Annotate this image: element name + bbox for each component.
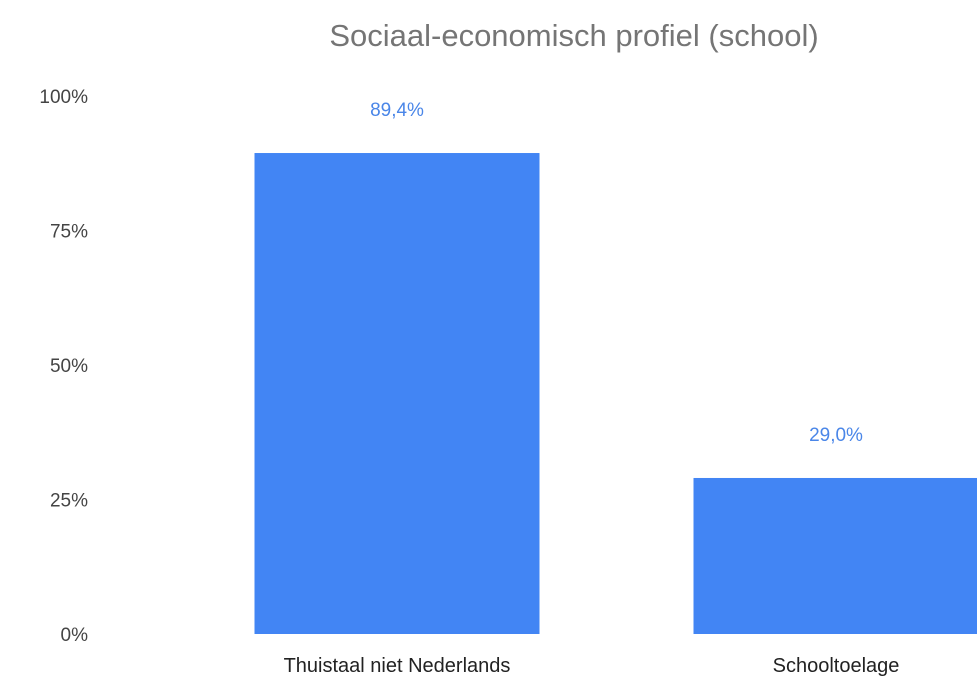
y-tick-label: 100% [39,87,88,108]
x-axis: Thuistaal niet Nederlands Schooltoelage [284,655,900,677]
data-label: 29,0% [809,425,863,446]
bar [693,477,977,634]
chart-title: Sociaal-economisch profiel (school) [329,18,818,53]
y-tick-label: 50% [50,356,88,377]
x-tick-label: Schooltoelage [773,655,900,677]
y-axis: 0% 25% 50% 75% 100% [39,87,88,646]
x-tick-label: Thuistaal niet Nederlands [284,655,511,677]
y-tick-label: 0% [61,625,89,646]
y-tick-label: 75% [50,222,88,243]
data-label: 89,4% [370,100,424,121]
data-labels: 89,4% 29,0% [370,100,863,446]
y-tick-label: 25% [50,491,88,512]
bar [254,153,540,634]
bars [254,153,977,634]
